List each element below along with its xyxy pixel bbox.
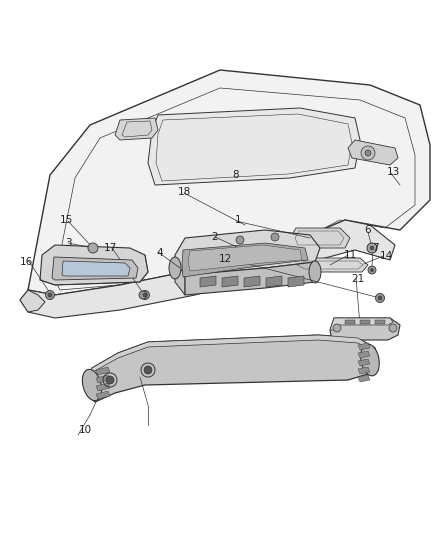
Polygon shape bbox=[185, 262, 315, 295]
Circle shape bbox=[144, 366, 152, 374]
Circle shape bbox=[375, 294, 385, 303]
Circle shape bbox=[368, 266, 376, 274]
Text: 4: 4 bbox=[157, 248, 163, 258]
Polygon shape bbox=[20, 290, 45, 312]
Circle shape bbox=[333, 324, 341, 332]
Polygon shape bbox=[358, 351, 370, 358]
Ellipse shape bbox=[309, 261, 321, 283]
Text: 13: 13 bbox=[386, 167, 399, 177]
Text: 6: 6 bbox=[365, 225, 371, 235]
Polygon shape bbox=[330, 318, 400, 340]
Polygon shape bbox=[115, 118, 158, 140]
Polygon shape bbox=[290, 258, 368, 272]
Text: 10: 10 bbox=[78, 425, 92, 435]
Polygon shape bbox=[88, 335, 375, 393]
Polygon shape bbox=[345, 320, 355, 324]
Circle shape bbox=[48, 293, 52, 297]
Polygon shape bbox=[360, 320, 370, 324]
Circle shape bbox=[367, 243, 377, 253]
Polygon shape bbox=[175, 230, 320, 275]
Polygon shape bbox=[62, 261, 130, 276]
Ellipse shape bbox=[169, 257, 181, 279]
Text: 14: 14 bbox=[379, 251, 392, 261]
Polygon shape bbox=[96, 375, 110, 383]
Text: 11: 11 bbox=[343, 250, 357, 260]
Circle shape bbox=[139, 291, 147, 299]
Polygon shape bbox=[358, 367, 370, 374]
Text: 17: 17 bbox=[103, 243, 117, 253]
Polygon shape bbox=[52, 257, 138, 280]
Circle shape bbox=[46, 290, 54, 300]
Polygon shape bbox=[266, 276, 282, 287]
Polygon shape bbox=[200, 276, 216, 287]
Polygon shape bbox=[244, 276, 260, 287]
Polygon shape bbox=[375, 320, 385, 324]
Circle shape bbox=[389, 324, 397, 332]
Polygon shape bbox=[96, 391, 110, 399]
Circle shape bbox=[378, 296, 382, 300]
Polygon shape bbox=[188, 245, 302, 271]
Circle shape bbox=[106, 376, 114, 384]
Circle shape bbox=[141, 290, 149, 300]
Text: 7: 7 bbox=[372, 243, 378, 253]
Polygon shape bbox=[96, 367, 110, 375]
Polygon shape bbox=[222, 276, 238, 287]
Circle shape bbox=[236, 236, 244, 244]
Polygon shape bbox=[330, 318, 393, 330]
Polygon shape bbox=[290, 228, 350, 248]
Polygon shape bbox=[358, 343, 370, 350]
Circle shape bbox=[365, 150, 371, 156]
Text: 3: 3 bbox=[65, 238, 71, 248]
Text: 16: 16 bbox=[19, 257, 32, 267]
Text: 8: 8 bbox=[233, 170, 239, 180]
Polygon shape bbox=[96, 383, 110, 391]
Circle shape bbox=[361, 146, 375, 160]
Polygon shape bbox=[348, 140, 398, 165]
Polygon shape bbox=[175, 262, 185, 295]
Polygon shape bbox=[182, 243, 308, 277]
Circle shape bbox=[143, 293, 147, 297]
Circle shape bbox=[371, 269, 374, 271]
Polygon shape bbox=[148, 108, 360, 185]
Circle shape bbox=[370, 246, 374, 250]
Text: 12: 12 bbox=[219, 254, 232, 264]
Circle shape bbox=[88, 243, 98, 253]
Text: 1: 1 bbox=[235, 215, 241, 225]
Polygon shape bbox=[288, 276, 304, 287]
Text: 18: 18 bbox=[177, 187, 191, 197]
Circle shape bbox=[271, 233, 279, 241]
Polygon shape bbox=[88, 335, 378, 402]
Text: 21: 21 bbox=[351, 274, 364, 284]
Text: 15: 15 bbox=[60, 215, 73, 225]
Text: 2: 2 bbox=[212, 232, 218, 242]
Ellipse shape bbox=[361, 344, 379, 376]
Polygon shape bbox=[358, 359, 370, 366]
Polygon shape bbox=[20, 220, 395, 318]
Polygon shape bbox=[28, 70, 430, 295]
Ellipse shape bbox=[82, 369, 102, 401]
Polygon shape bbox=[358, 375, 370, 382]
Polygon shape bbox=[40, 245, 148, 285]
